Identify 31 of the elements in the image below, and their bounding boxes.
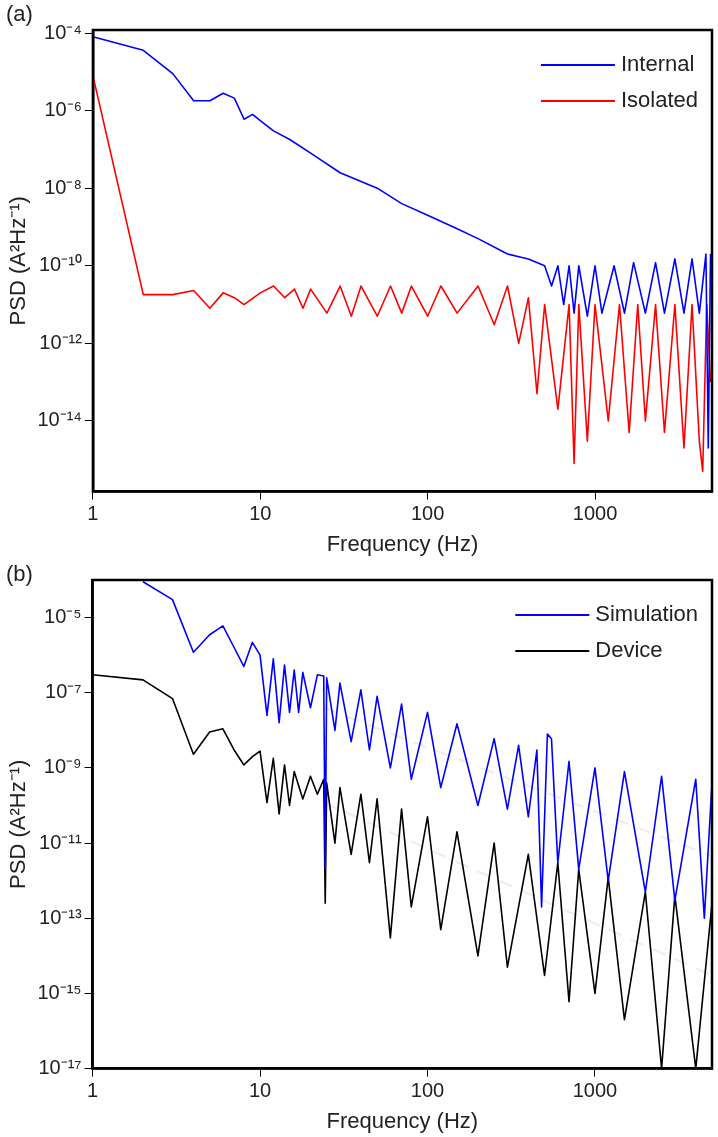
x-tick-label: 1 — [87, 1079, 99, 1102]
y-tick-label: 10⁻⁴ — [44, 20, 82, 43]
x-tick-label: 10 — [249, 502, 272, 525]
text: (b) — [6, 561, 33, 587]
x-axis-title: Frequency (Hz) — [326, 1107, 479, 1133]
x-tick-label: 100 — [410, 1079, 445, 1102]
y-tick-label: 10⁻¹³ — [39, 905, 82, 928]
x-axis-title: Frequency (Hz) — [326, 530, 479, 556]
y-tick-label: 10⁻⁸ — [44, 175, 82, 198]
x-tick-label: 1000 — [572, 1079, 618, 1102]
legend-label: Simulation — [595, 601, 698, 627]
y-tick-label: 10⁻¹⁷ — [38, 1056, 82, 1079]
legend-label: Device — [595, 637, 663, 663]
y-tick-label: 10⁻⁹ — [43, 755, 82, 778]
legend-label: Isolated — [620, 87, 699, 113]
y-tick-label: 10⁻¹⁵ — [37, 980, 82, 1003]
y-axis-title: PSD (A²Hz⁻¹) — [5, 759, 31, 889]
x-tick-label: 100 — [410, 502, 445, 525]
y-tick-label: 10⁻¹⁰ — [38, 253, 82, 276]
legend-label: Internal — [620, 51, 695, 77]
y-tick-label: 10⁻⁶ — [44, 98, 82, 121]
y-tick-label: 10⁻⁷ — [45, 680, 82, 703]
x-tick-label: 1000 — [572, 502, 618, 525]
text: (a) — [6, 1, 33, 27]
y-tick-label: 10⁻¹² — [39, 330, 83, 353]
x-tick-label: 10 — [248, 1079, 272, 1102]
x-tick-label: 1 — [87, 502, 99, 525]
y-tick-label: 10⁻¹¹ — [39, 830, 82, 853]
y-tick-label: 10⁻⁵ — [44, 605, 82, 628]
y-axis-title: PSD (A²Hz⁻¹) — [5, 196, 31, 326]
y-tick-label: 10⁻¹⁴ — [37, 408, 82, 431]
